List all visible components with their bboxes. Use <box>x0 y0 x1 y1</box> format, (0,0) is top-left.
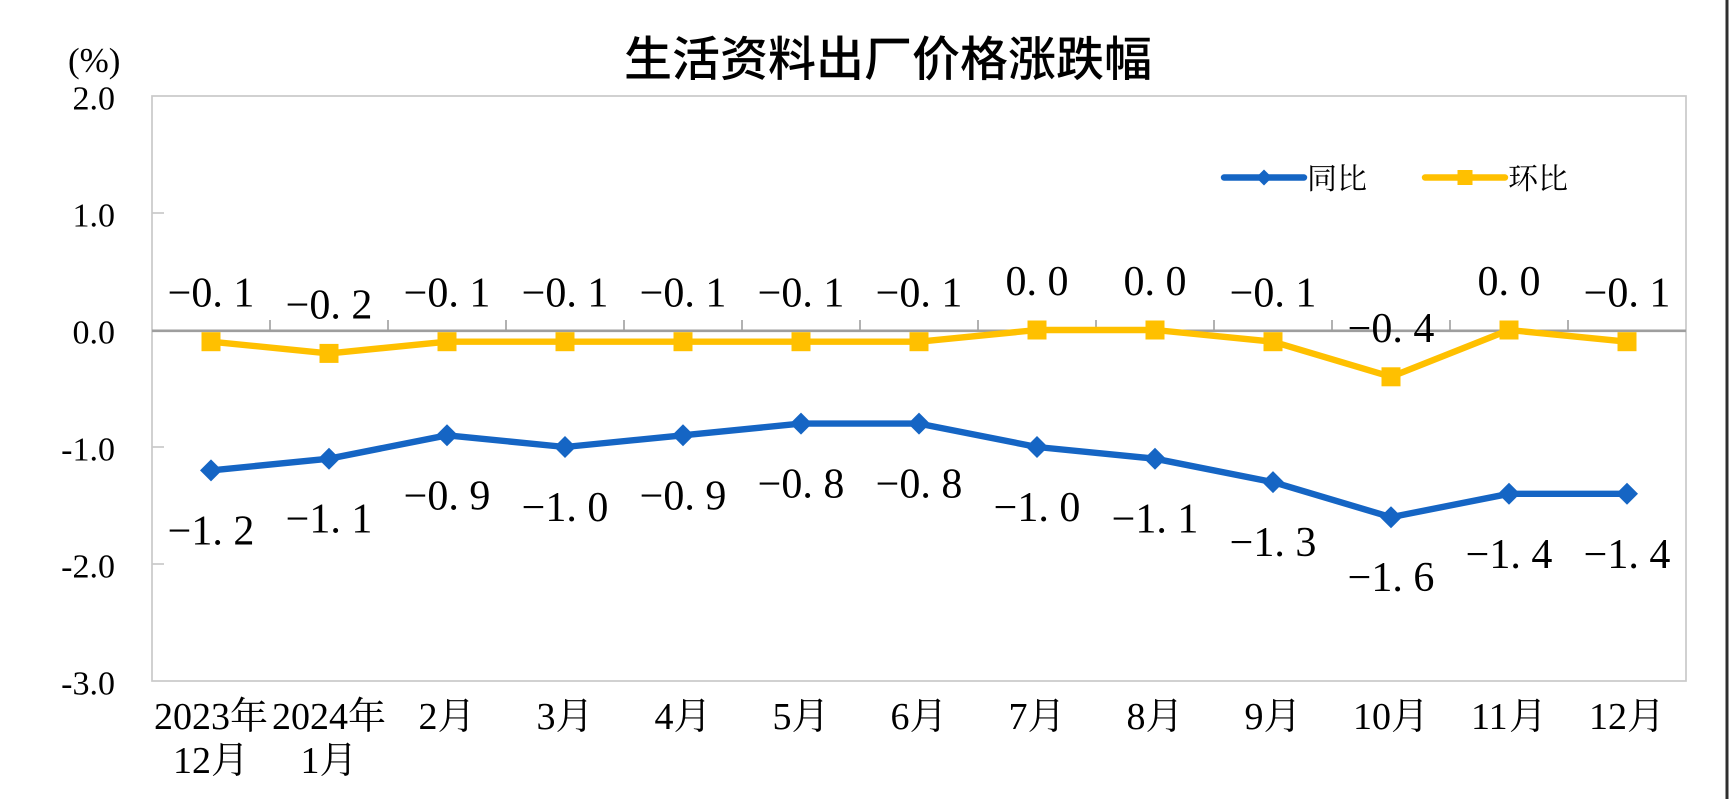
svg-text:0.0: 0.0 <box>73 315 116 352</box>
svg-text:−1. 3: −1. 3 <box>1230 520 1317 566</box>
svg-text:−0. 1: −0. 1 <box>876 271 963 317</box>
svg-text:5: 5 <box>773 696 792 738</box>
svg-text:-2.0: -2.0 <box>61 549 115 586</box>
svg-text:2: 2 <box>419 696 438 738</box>
svg-text:−0. 1: −0. 1 <box>640 271 727 317</box>
svg-text:1: 1 <box>301 740 320 782</box>
svg-text:−0. 8: −0. 8 <box>876 462 963 508</box>
svg-text:11: 11 <box>1471 696 1508 738</box>
svg-text:10: 10 <box>1353 696 1391 738</box>
svg-text:−0. 1: −0. 1 <box>522 271 609 317</box>
svg-text:0. 0: 0. 0 <box>1124 259 1187 305</box>
svg-text:4: 4 <box>655 696 674 738</box>
svg-text:12: 12 <box>173 740 211 782</box>
svg-text:8: 8 <box>1127 696 1146 738</box>
svg-text:3: 3 <box>537 696 556 738</box>
svg-text:−1. 1: −1. 1 <box>1112 497 1199 543</box>
svg-text:−1. 0: −1. 0 <box>522 485 609 531</box>
svg-text:6: 6 <box>891 696 910 738</box>
svg-text:−1. 1: −1. 1 <box>286 497 373 543</box>
svg-text:2.0: 2.0 <box>73 81 116 118</box>
svg-text:−0. 8: −0. 8 <box>758 462 845 508</box>
svg-text:12: 12 <box>1589 696 1627 738</box>
svg-text:−0. 9: −0. 9 <box>404 473 491 519</box>
svg-text:−1. 4: −1. 4 <box>1466 532 1553 578</box>
svg-text:−0. 2: −0. 2 <box>286 282 373 328</box>
svg-text:(%): (%) <box>68 41 120 80</box>
svg-text:0. 0: 0. 0 <box>1478 259 1541 305</box>
svg-text:0. 0: 0. 0 <box>1006 259 1069 305</box>
svg-text:1.0: 1.0 <box>73 198 116 235</box>
svg-text:−0. 9: −0. 9 <box>640 473 727 519</box>
svg-text:−1. 4: −1. 4 <box>1584 532 1671 578</box>
svg-text:7: 7 <box>1009 696 1028 738</box>
svg-text:−0. 1: −0. 1 <box>404 271 491 317</box>
svg-text:−0. 1: −0. 1 <box>1584 271 1671 317</box>
svg-text:−1. 2: −1. 2 <box>168 508 255 554</box>
svg-text:−1. 0: −1. 0 <box>994 485 1081 531</box>
svg-text:−0. 4: −0. 4 <box>1348 306 1435 352</box>
svg-text:2024: 2024 <box>272 696 348 738</box>
svg-text:−0. 1: −0. 1 <box>168 271 255 317</box>
svg-text:9: 9 <box>1245 696 1264 738</box>
svg-text:-3.0: -3.0 <box>61 666 115 703</box>
svg-text:2023: 2023 <box>154 696 230 738</box>
svg-text:-1.0: -1.0 <box>61 432 115 469</box>
svg-text:−0. 1: −0. 1 <box>1230 271 1317 317</box>
svg-text:−1. 6: −1. 6 <box>1348 555 1435 601</box>
svg-text:−0. 1: −0. 1 <box>758 271 845 317</box>
